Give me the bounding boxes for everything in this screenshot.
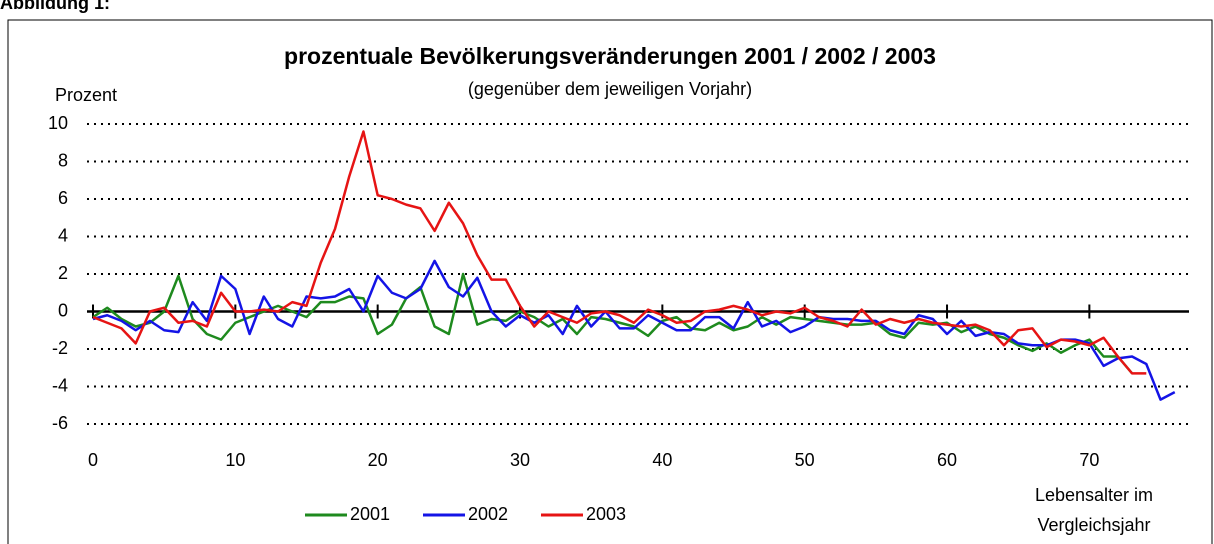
y-tick-label: 0 (58, 300, 68, 320)
y-tick-label: -2 (52, 338, 68, 358)
x-tick-label: 70 (1079, 450, 1099, 470)
x-tick-label: 0 (88, 450, 98, 470)
y-tick-label: -4 (52, 375, 68, 395)
y-tick-label: 10 (48, 113, 68, 133)
chart-title: prozentuale Bevölkerungsveränderungen 20… (284, 43, 936, 69)
data-line (92, 259, 1176, 401)
figure-label: Abbildung 1: (0, 0, 110, 13)
x-tick-label: 40 (652, 450, 672, 470)
chart-frame (7, 19, 1213, 544)
x-tick-label: 10 (225, 450, 245, 470)
y-tick-label: 6 (58, 188, 68, 208)
y-axis-label: Prozent (55, 85, 117, 105)
y-tick-label: -6 (52, 413, 68, 433)
y-tick-label: 8 (58, 150, 68, 170)
x-tick-label: 20 (368, 450, 388, 470)
y-tick-label: 2 (58, 263, 68, 283)
x-axis-label: Lebensalter im Vergleichsjahr (1034, 485, 1154, 535)
y-tick-label: 4 (58, 225, 68, 245)
x-tick-label: 60 (937, 450, 957, 470)
x-tick-label: 30 (510, 450, 530, 470)
x-tick-label: 50 (795, 450, 815, 470)
legend-label: 2001 (350, 504, 390, 524)
legend-label: 2003 (586, 504, 626, 524)
legend-label: 2002 (468, 504, 508, 524)
data-line (92, 130, 1147, 375)
chart-subtitle: (gegenüber dem jeweiligen Vorjahr) (468, 79, 752, 99)
